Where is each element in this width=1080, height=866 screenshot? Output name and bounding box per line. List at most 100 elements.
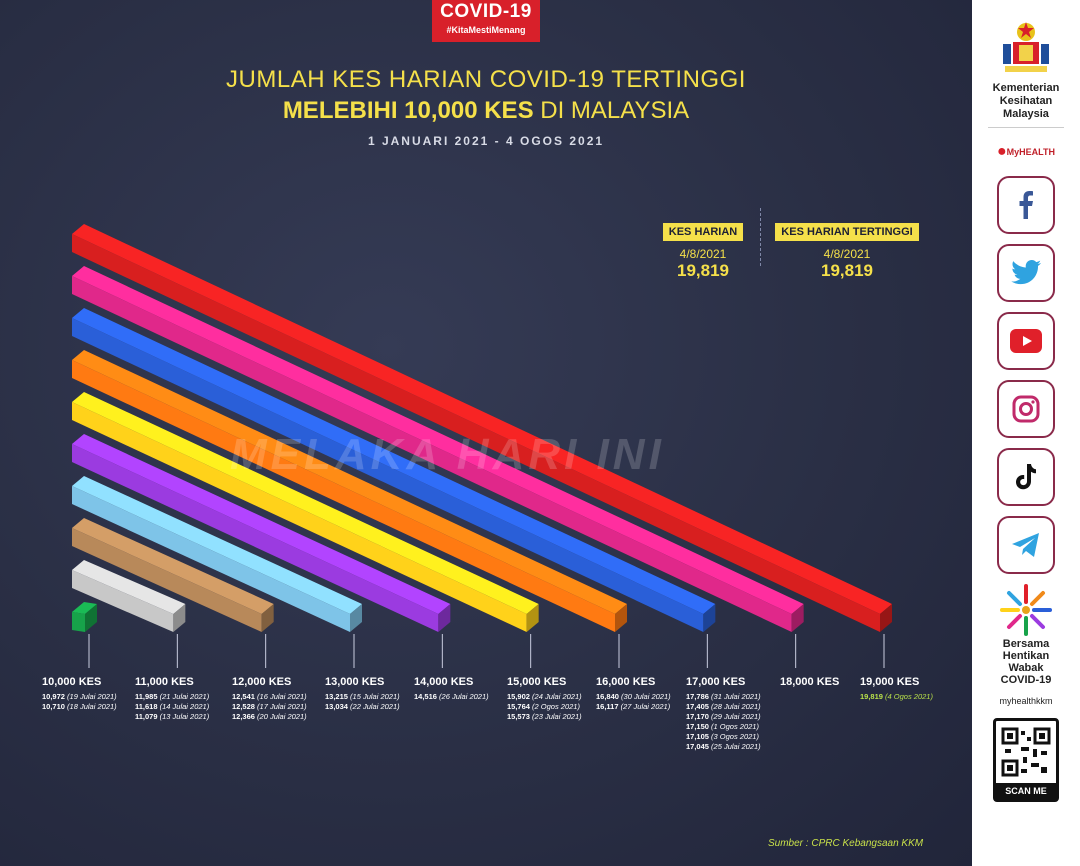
level-group: 16,000 KES 16,840 (30 Julai 2021) 16,117 (… [596,676,671,712]
bar-18000 [72,266,804,632]
ministry-line-1: Kementerian [992,82,1060,94]
level-group: 15,000 KES 15,902 (24 Julai 2021) 15,764 (… [507,676,582,722]
case-entry: 12,366 (20 Julai 2021) [232,712,307,722]
sidebar-divider [988,127,1064,128]
bar-17000 [72,308,716,632]
case-entry: 10,972 (19 Julai 2021) [42,692,117,702]
bar-end [85,604,97,632]
case-entry: 13,215 (15 Julai 2021) [325,692,400,702]
case-value: 13,034 [325,702,351,711]
bar-face [72,402,527,632]
bar-12000 [72,518,274,632]
bar-15000 [72,392,539,632]
title-line1: JUMLAH KES HARIAN COVID-19 TERTINGGI [226,66,746,93]
case-entry: 14,516 (26 Julai 2021) [414,692,489,702]
twitter-icon[interactable] [997,244,1055,302]
case-entry: 16,840 (30 Julai 2021) [596,692,671,702]
bar-top [72,518,274,614]
bar-end [791,604,804,632]
bar-end [526,604,539,632]
facebook-icon[interactable] [997,176,1055,234]
kes-harian-value: 19,819 [677,261,729,280]
bar-14000 [72,434,451,632]
badge-title: COVID-19 [440,1,532,22]
case-entry: 12,541 (16 Julai 2021) [232,692,307,702]
case-entry: 15,902 (24 Julai 2021) [507,692,582,702]
case-entry: 15,764 (2 Ogos 2021) [507,702,582,712]
case-value: 17,150 [686,722,712,731]
case-value: 10,972 [42,692,68,701]
case-date: (29 Julai 2021) [711,712,761,721]
bar-11000 [72,560,186,632]
bar-face [72,486,350,632]
case-date: (26 Julai 2021) [439,692,489,701]
case-date: (19 Julai 2021) [67,692,117,701]
level-heading: 17,000 KES [686,676,746,688]
kes-harian-date: 4/8/2021 [679,247,727,261]
bar-end [703,604,716,632]
bar-16000 [72,350,627,632]
youtube-icon[interactable] [997,312,1055,370]
campaign-line-3: Wabak [1008,662,1044,674]
case-entry: 17,045 (25 Julai 2021) [686,742,761,752]
case-date: (27 Julai 2021) [620,702,671,711]
badge-hashtag: #KitaMestiMenang [446,25,526,35]
case-value: 11,985 [135,692,160,701]
case-value: 12,366 [232,712,258,721]
campaign-line-2: Hentikan [1002,650,1050,662]
case-value: 15,573 [507,712,533,721]
bar-top [72,266,804,614]
case-value: 15,902 [507,692,533,701]
ministry-crest-icon [1003,22,1049,72]
campaign-line-4: COVID-19 [1000,674,1052,686]
case-value: 17,105 [686,732,712,741]
tiktok-icon[interactable] [997,448,1055,506]
instagram-icon[interactable] [997,380,1055,438]
case-entry: 15,573 (23 Julai 2021) [507,712,582,722]
case-date: (14 Julai 2021) [159,702,210,711]
level-group: 17,000 KES 17,786 (31 Julai 2021) 17,405 (… [686,676,761,752]
telegram-icon[interactable] [997,516,1055,574]
case-date: (21 Julai 2021) [159,692,210,701]
title-line2-bold: MELEBIHI 10,000 KES [282,97,534,124]
bar-end [880,604,892,632]
case-value: 17,786 [686,692,712,701]
bar-face [72,444,439,632]
level-group: 10,000 KES 10,972 (19 Julai 2021) 10,710 (… [42,676,117,712]
bar-face [72,360,615,632]
case-date: (20 Julai 2021) [257,712,307,721]
case-entry: 13,034 (22 Julai 2021) [325,702,400,712]
bar-top [72,602,97,614]
campaign-line-1: Bersama [1002,638,1050,650]
bar-top [72,392,539,614]
scan-me-label: SCAN ME [996,783,1056,799]
bar-top [72,476,362,614]
case-date: (16 Julai 2021) [257,692,307,701]
case-date: (17 Julai 2021) [257,702,307,711]
bar-face [72,528,262,632]
level-heading: 11,000 KES [135,676,194,688]
title-line2-rest: DI MALAYSIA [533,97,690,124]
bar-end [438,604,451,632]
level-heading: 13,000 KES [325,676,385,688]
qr-code[interactable]: SCAN ME [993,718,1059,802]
case-value: 15,764 [507,702,533,711]
case-entry: 10,710 (18 Julai 2021) [42,702,117,712]
campaign-burst-icon [1000,584,1052,636]
level-group: 12,000 KES 12,541 (16 Julai 2021) 12,528 (… [232,676,307,722]
bar-13000 [72,476,362,632]
case-entry: 16,117 (27 Julai 2021) [596,702,671,712]
case-value: 16,840 [596,692,622,701]
case-date: (25 Julai 2021) [711,742,761,751]
case-value: 19,819 [860,692,886,701]
case-date: (28 Julai 2021) [711,702,761,711]
kes-divider [760,208,761,266]
bar-face [72,318,704,632]
bar-face [72,570,174,632]
case-entry: 17,786 (31 Julai 2021) [686,692,761,702]
bar-face [72,234,880,632]
case-value: 12,541 [232,692,258,701]
myhealth-text: MyHEALTH [1006,147,1055,157]
social-handle: myhealthkkm [999,696,1053,706]
bar-face [72,612,85,632]
